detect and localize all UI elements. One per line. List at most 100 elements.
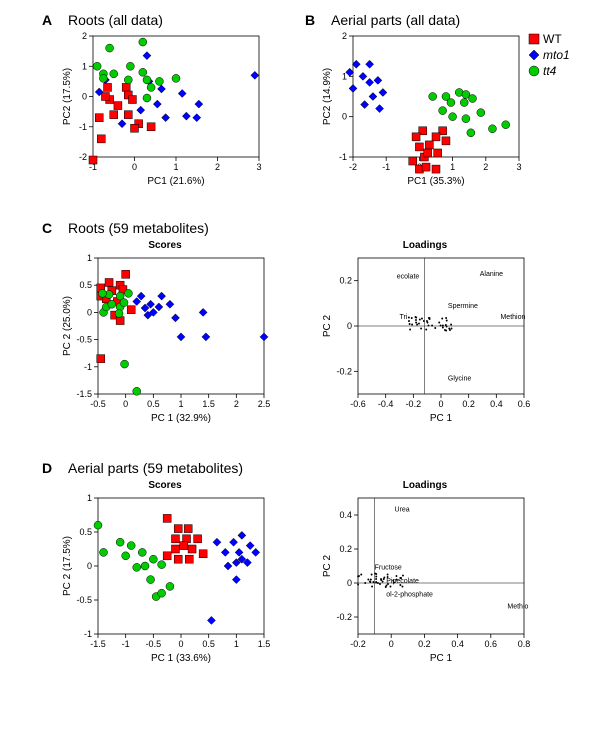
panel-d-scores-chart: -1.5-1-0.500.511.5-1-0.500.51PC 1 (33.6%…: [60, 494, 270, 664]
svg-text:Tri: Tri: [400, 314, 408, 321]
svg-text:PC 2 (25.0%): PC 2 (25.0%): [62, 296, 73, 356]
svg-text:2: 2: [82, 31, 87, 41]
svg-text:0.4: 0.4: [451, 639, 464, 649]
panel-a-chart: -10123-2-1012PC1 (21.6%)PC2 (17.5%): [60, 32, 265, 187]
svg-text:Spermine: Spermine: [448, 303, 478, 310]
svg-text:-1: -1: [339, 152, 347, 162]
svg-text:0.2: 0.2: [418, 639, 431, 649]
svg-text:•: •: [450, 326, 453, 333]
panel-c-loadings-title: Loadings: [320, 240, 530, 251]
svg-text:•: •: [441, 316, 444, 323]
svg-text:-0.5: -0.5: [146, 639, 162, 649]
svg-text:Fructose: Fructose: [375, 564, 402, 571]
svg-text:-0.5: -0.5: [90, 399, 106, 409]
svg-text:2: 2: [234, 399, 239, 409]
svg-text:2: 2: [483, 162, 488, 172]
svg-text:0.6: 0.6: [518, 399, 531, 409]
svg-text:-1.5: -1.5: [76, 389, 92, 399]
svg-text:0: 0: [342, 112, 347, 122]
svg-text:Urea: Urea: [395, 507, 410, 514]
svg-text:PC2 (17.5%): PC2 (17.5%): [62, 68, 73, 125]
svg-text:-0.5: -0.5: [76, 595, 92, 605]
legend-item-wt: WT: [528, 32, 570, 46]
panel-d-loadings-chart: -0.200.20.40.60.8-0.200.20.4PC 1PC 2••••…: [320, 494, 530, 664]
legend-item-tt4: tt4: [528, 64, 570, 78]
svg-text:Methio: Methio: [507, 604, 528, 611]
svg-text:1: 1: [87, 493, 92, 503]
svg-text:-1.5: -1.5: [90, 639, 106, 649]
svg-text:1: 1: [178, 399, 183, 409]
svg-text:0: 0: [178, 639, 183, 649]
svg-text:2.5: 2.5: [258, 399, 271, 409]
svg-text:PC 2: PC 2: [322, 554, 333, 577]
svg-text:-1: -1: [79, 122, 87, 132]
svg-text:PC 1: PC 1: [430, 413, 453, 424]
svg-text:-0.4: -0.4: [378, 399, 394, 409]
panel-c-loadings-chart: -0.6-0.4-0.200.20.40.6-0.200.2PC 1PC 2••…: [320, 254, 530, 424]
svg-text:-1: -1: [122, 639, 130, 649]
svg-text:•: •: [420, 326, 423, 333]
svg-text:0: 0: [132, 162, 137, 172]
svg-text:0: 0: [347, 321, 352, 331]
legend-label-wt: WT: [543, 32, 562, 46]
svg-text:1: 1: [173, 162, 178, 172]
svg-text:PC2 (14.9%): PC2 (14.9%): [322, 68, 333, 125]
legend-label-mto1: mto1: [543, 48, 570, 62]
svg-text:-0.2: -0.2: [350, 639, 366, 649]
svg-text:-2: -2: [79, 152, 87, 162]
svg-text:-1: -1: [84, 629, 92, 639]
svg-text:2: 2: [342, 31, 347, 41]
svg-text:0.4: 0.4: [490, 399, 503, 409]
svg-text:3: 3: [516, 162, 521, 172]
svg-text:-0.2: -0.2: [336, 612, 352, 622]
svg-text:Methion: Methion: [500, 314, 525, 321]
svg-text:0.5: 0.5: [79, 280, 92, 290]
panel-a-label: A: [42, 12, 52, 28]
svg-text:Pipecolate: Pipecolate: [386, 578, 419, 585]
svg-text:3: 3: [256, 162, 261, 172]
svg-text:0: 0: [438, 399, 443, 409]
svg-text:0.6: 0.6: [485, 639, 498, 649]
svg-text:-0.6: -0.6: [350, 399, 366, 409]
svg-text:PC1 (35.3%): PC1 (35.3%): [407, 176, 464, 187]
svg-text:0: 0: [347, 578, 352, 588]
panel-b-label: B: [305, 12, 315, 28]
svg-text:-1: -1: [84, 362, 92, 372]
svg-text:1: 1: [87, 253, 92, 263]
svg-text:•: •: [401, 584, 404, 591]
svg-text:1: 1: [450, 162, 455, 172]
svg-text:1.5: 1.5: [202, 399, 215, 409]
panel-d-title: Aerial parts (59 metabolites): [68, 460, 243, 476]
panel-c-scores-title: Scores: [60, 240, 270, 251]
svg-text:1: 1: [82, 61, 87, 71]
panel-c-label: C: [42, 220, 52, 236]
svg-text:-0.2: -0.2: [336, 366, 352, 376]
svg-text:0.5: 0.5: [147, 399, 160, 409]
svg-text:-0.5: -0.5: [76, 335, 92, 345]
svg-text:0: 0: [87, 307, 92, 317]
svg-text:-1: -1: [382, 162, 390, 172]
svg-text:PC1 (21.6%): PC1 (21.6%): [147, 176, 204, 187]
svg-text:ol-2-phosphate: ol-2-phosphate: [386, 592, 433, 599]
svg-text:ecolate: ecolate: [397, 273, 420, 280]
svg-text:•: •: [360, 572, 363, 579]
svg-text:0: 0: [389, 639, 394, 649]
svg-text:0.4: 0.4: [339, 510, 352, 520]
panel-a-title: Roots (all data): [68, 12, 163, 28]
panel-b-title: Aerial parts (all data): [331, 12, 460, 28]
svg-text:-0.2: -0.2: [406, 399, 422, 409]
svg-text:2: 2: [215, 162, 220, 172]
svg-text:PC 2: PC 2: [322, 314, 333, 337]
svg-text:0.8: 0.8: [518, 639, 531, 649]
legend-item-mto1: mto1: [528, 48, 570, 62]
svg-text:0: 0: [87, 561, 92, 571]
panel-b-chart: -2-10123-1012PC1 (35.3%)PC2 (14.9%): [320, 32, 525, 187]
panel-d-loadings-title: Loadings: [320, 480, 530, 491]
svg-text:0: 0: [82, 92, 87, 102]
svg-text:1: 1: [234, 639, 239, 649]
svg-text:0: 0: [123, 399, 128, 409]
svg-text:PC 1 (32.9%): PC 1 (32.9%): [151, 413, 211, 424]
panel-c-scores-chart: -0.5 0 0.5 1 1.5 2 2.5 -1.5 -1 -0.5 0 0.5 1 PC 1 (32.…: [60, 254, 270, 424]
legend: WT mto1 tt4: [528, 32, 570, 80]
panel-c-title: Roots (59 metabolites): [68, 220, 209, 236]
